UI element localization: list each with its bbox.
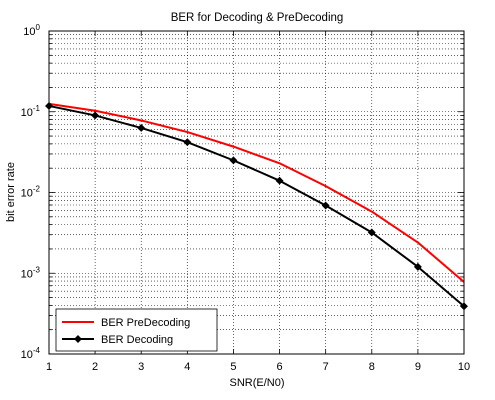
- data-point-marker: [91, 111, 100, 120]
- series-lines: [45, 101, 468, 311]
- legend-label: BER Decoding: [101, 334, 173, 346]
- y-tick-label: 10-2: [21, 185, 41, 200]
- y-tick-label: 10-4: [21, 346, 41, 361]
- x-tick-label: 10: [458, 361, 470, 373]
- y-tick-label: 10-1: [21, 104, 41, 119]
- x-tick-label: 2: [92, 361, 98, 373]
- legend-box: [55, 308, 218, 352]
- y-axis-label: bit error rate: [5, 162, 17, 222]
- x-tick-label: 3: [138, 361, 144, 373]
- grid-lines: [48, 31, 465, 355]
- x-tick-label: 4: [184, 361, 190, 373]
- x-tick-label: 9: [415, 361, 421, 373]
- x-axis-label: SNR(E/N0): [229, 377, 284, 389]
- y-tick-label: 10-3: [21, 265, 41, 280]
- data-point-marker: [367, 228, 376, 237]
- legend-label: BER PreDecoding: [101, 317, 190, 329]
- chart-title: BER for Decoding & PreDecoding: [171, 12, 344, 24]
- data-point-marker: [275, 176, 284, 185]
- series-line: [48, 102, 465, 283]
- data-point-marker: [183, 138, 192, 147]
- x-tick-label: 7: [323, 361, 329, 373]
- series-line: [48, 104, 465, 308]
- data-point-marker: [137, 123, 146, 132]
- x-tick-label: 1: [46, 361, 52, 373]
- data-point-marker: [74, 335, 82, 343]
- x-tick-label: 6: [276, 361, 282, 373]
- plot-frame: [48, 30, 465, 355]
- x-tick-label: 8: [369, 361, 375, 373]
- data-point-marker: [229, 156, 238, 165]
- legend: BER PreDecoding BER Decoding: [55, 308, 218, 352]
- data-point-marker: [413, 262, 422, 271]
- x-tick-label: 5: [230, 361, 236, 373]
- data-point-marker: [321, 201, 330, 210]
- y-tick-label: 100: [23, 23, 40, 38]
